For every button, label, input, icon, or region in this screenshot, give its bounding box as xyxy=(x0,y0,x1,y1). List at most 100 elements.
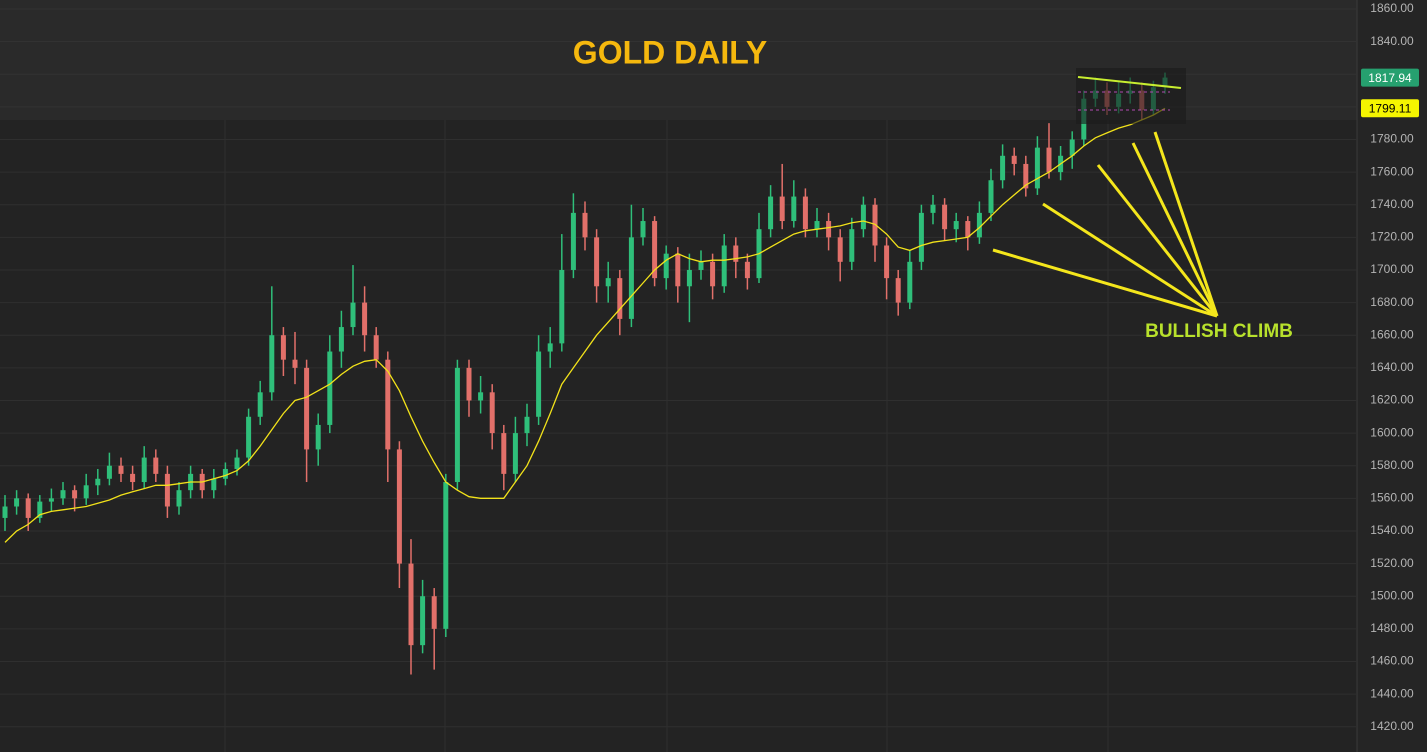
candle-body xyxy=(675,253,681,287)
candle-body xyxy=(83,485,89,499)
candle-body xyxy=(907,261,913,303)
candle-body xyxy=(95,478,101,486)
candle-body xyxy=(222,468,228,479)
candle-body xyxy=(570,212,576,270)
candle-body xyxy=(721,245,727,287)
candle-body xyxy=(930,204,936,213)
trend-line xyxy=(1077,76,1182,89)
candle-body xyxy=(663,253,669,279)
candle-body xyxy=(965,221,971,238)
candle-body xyxy=(466,367,472,401)
candle-body xyxy=(605,278,611,287)
pattern-box xyxy=(1076,68,1186,124)
candle-body xyxy=(617,278,623,319)
candle-body xyxy=(802,196,808,230)
y-tick-label: 1740.00 xyxy=(1370,197,1414,211)
candle-body xyxy=(1011,155,1017,164)
candle-body xyxy=(176,490,182,507)
candle-body xyxy=(246,416,252,458)
price-marker-label: 1799.11 xyxy=(1369,101,1412,115)
y-tick-label: 1440.00 xyxy=(1370,686,1414,700)
y-tick-label: 1700.00 xyxy=(1370,262,1414,276)
candle-body xyxy=(652,221,658,279)
candle-body xyxy=(849,229,855,262)
candle-body xyxy=(153,457,159,474)
price-axis xyxy=(1357,0,1427,752)
candle-body xyxy=(710,261,716,287)
candle-body xyxy=(48,498,54,502)
candle-body xyxy=(141,457,147,483)
candle-body xyxy=(1034,147,1040,189)
candle-body xyxy=(72,490,78,499)
candle-body xyxy=(118,465,124,474)
y-tick-label: 1420.00 xyxy=(1370,719,1414,733)
candle-body xyxy=(385,359,391,450)
candle-body xyxy=(768,196,774,230)
y-tick-label: 1640.00 xyxy=(1370,360,1414,374)
candle-body xyxy=(733,245,739,262)
candle-body xyxy=(373,335,379,360)
candle-body xyxy=(478,392,484,401)
arrow xyxy=(1131,142,1219,317)
candle-body xyxy=(559,269,565,344)
y-tick-label: 1560.00 xyxy=(1370,491,1414,505)
candle-body xyxy=(304,367,310,450)
moving-average xyxy=(4,107,1166,543)
candle-body xyxy=(489,392,495,434)
candle-body xyxy=(826,221,832,238)
candle-body xyxy=(257,392,263,417)
candle-body xyxy=(25,498,31,518)
candle-body xyxy=(234,457,240,469)
candle-body xyxy=(594,237,600,287)
price-marker xyxy=(1361,68,1419,87)
y-tick-label: 1860.00 xyxy=(1370,1,1414,15)
candle-body xyxy=(536,351,542,417)
candle-body xyxy=(698,261,704,270)
candle-body xyxy=(269,335,275,393)
price-marker xyxy=(1361,99,1419,118)
candle-body xyxy=(130,473,136,483)
candle-body xyxy=(443,482,449,629)
candle-body xyxy=(884,245,890,279)
candle-body xyxy=(779,196,785,222)
arrows xyxy=(992,131,1219,318)
arrow xyxy=(1042,202,1218,318)
candle-body xyxy=(524,416,530,434)
candle-body xyxy=(860,204,866,230)
y-tick-label: 1600.00 xyxy=(1370,425,1414,439)
candle-body xyxy=(814,221,820,230)
candle-body xyxy=(953,221,959,230)
candle-body xyxy=(2,506,8,518)
vertical-grid xyxy=(224,120,1109,752)
candle-body xyxy=(1000,155,1006,181)
arrow xyxy=(1096,164,1219,317)
y-tick-label: 1680.00 xyxy=(1370,295,1414,309)
candle-body xyxy=(211,478,217,491)
candle-body xyxy=(280,335,286,360)
y-tick-label: 1620.00 xyxy=(1370,393,1414,407)
y-tick-label: 1580.00 xyxy=(1370,458,1414,472)
y-tick-label: 1720.00 xyxy=(1370,230,1414,244)
candle-body xyxy=(14,498,20,507)
candle-body xyxy=(164,473,170,507)
candle-body xyxy=(60,490,66,499)
candle-body xyxy=(918,212,924,262)
candle-body xyxy=(37,501,43,518)
candle-body xyxy=(1069,139,1075,156)
candle-body xyxy=(640,221,646,238)
candle-body xyxy=(942,204,948,230)
candle-body xyxy=(628,237,634,319)
y-tick-label: 1540.00 xyxy=(1370,523,1414,537)
marks xyxy=(2,72,1168,675)
arrow xyxy=(1153,131,1219,317)
candle-body xyxy=(791,196,797,222)
candle-body xyxy=(362,302,368,336)
candle-body xyxy=(338,327,344,352)
candle-body xyxy=(547,343,553,352)
candle-body xyxy=(315,424,321,450)
candle-body xyxy=(988,180,994,213)
candle-body xyxy=(292,359,298,368)
candle-body xyxy=(744,261,750,279)
y-tick-label: 1460.00 xyxy=(1370,654,1414,668)
